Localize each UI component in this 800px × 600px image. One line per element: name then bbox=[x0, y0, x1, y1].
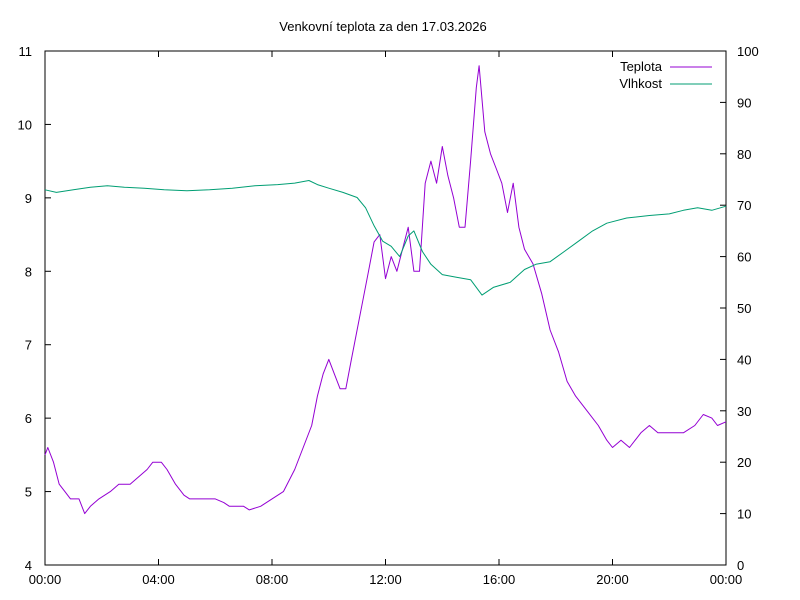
y-left-tick-label: 10 bbox=[18, 117, 32, 132]
chart-title: Venkovní teplota za den 17.03.2026 bbox=[279, 19, 486, 34]
x-tick-label: 00:00 bbox=[710, 572, 743, 587]
y-right-tick-label: 10 bbox=[737, 507, 751, 522]
series-lines bbox=[44, 65, 727, 515]
y-right-tick-label: 30 bbox=[737, 404, 751, 419]
series-line-vlhkost bbox=[44, 180, 727, 296]
x-tick-label: 04:00 bbox=[142, 572, 175, 587]
plot-frame bbox=[44, 50, 727, 566]
y-right-tick-label: 90 bbox=[737, 95, 751, 110]
legend-label-vlhkost: Vlhkost bbox=[619, 76, 662, 91]
y-right-tick-label: 20 bbox=[737, 455, 751, 470]
legend: Teplota Vlhkost bbox=[619, 59, 712, 91]
x-tick-label: 12:00 bbox=[369, 572, 402, 587]
axis-ticks: 00:00 04:00 08:00 12:00 16:00 20:00 00:0045678… bbox=[18, 44, 759, 587]
y-left-tick-label: 8 bbox=[25, 264, 32, 279]
y-left-tick-label: 9 bbox=[25, 191, 32, 206]
y-right-tick-label: 60 bbox=[737, 250, 751, 265]
y-right-tick-label: 80 bbox=[737, 147, 751, 162]
y-left-tick-label: 7 bbox=[25, 338, 32, 353]
x-tick-label: 20:00 bbox=[596, 572, 629, 587]
y-left-tick-label: 5 bbox=[25, 485, 32, 500]
y-right-tick-label: 40 bbox=[737, 352, 751, 367]
series-line-teplota bbox=[44, 65, 727, 515]
legend-label-teplota: Teplota bbox=[620, 59, 663, 74]
x-tick-label: 08:00 bbox=[256, 572, 289, 587]
y-left-tick-label: 6 bbox=[25, 411, 32, 426]
y-right-tick-label: 70 bbox=[737, 198, 751, 213]
y-left-tick-label: 11 bbox=[19, 44, 33, 59]
y-right-tick-label: 0 bbox=[737, 558, 744, 573]
y-right-tick-label: 100 bbox=[737, 44, 759, 59]
x-tick-label: 16:00 bbox=[483, 572, 516, 587]
y-right-tick-label: 50 bbox=[737, 301, 751, 316]
y-left-tick-label: 4 bbox=[25, 558, 32, 573]
x-tick-label: 00:00 bbox=[29, 572, 62, 587]
